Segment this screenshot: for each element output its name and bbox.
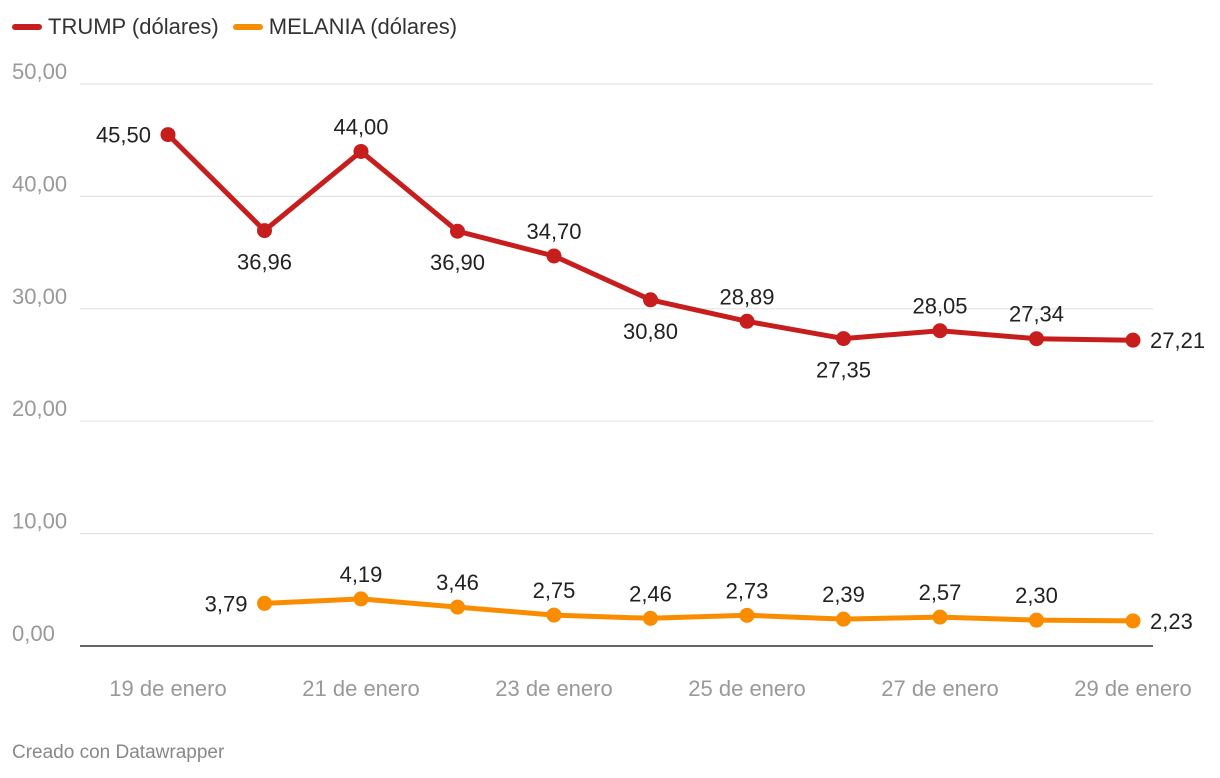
data-label: 30,80 [623,319,678,344]
legend-item-trump: TRUMP (dólares) [12,14,219,40]
x-tick-label: 23 de enero [495,676,612,701]
data-point [546,248,562,264]
data-point [1125,613,1141,629]
y-tick-label: 20,00 [12,396,67,421]
data-point [1125,332,1141,348]
y-tick-label: 50,00 [12,59,67,84]
data-point [450,223,465,239]
legend-item-melania: MELANIA (dólares) [232,14,458,40]
chart-legend: TRUMP (dólares) MELANIA (dólares) [12,14,471,40]
line-chart: 0,00 10,00 20,00 30,00 40,00 50,00 19 de ener… [12,59,1205,701]
y-tick-label: 40,00 [12,171,67,196]
x-axis-ticks: 19 de enero 21 de enero 23 de enero 25 de e… [109,676,1191,701]
data-point [257,595,272,611]
data-label: 34,70 [526,219,581,244]
x-tick-label: 19 de enero [109,676,226,701]
data-point [932,609,948,625]
data-point [739,607,755,623]
source-credit: Creado con Datawrapper [12,742,225,763]
y-tick-label: 30,00 [12,284,67,309]
data-point [160,127,176,143]
legend-label-trump: TRUMP (dólares) [48,14,219,39]
data-label: 27,21 [1150,328,1205,353]
series-points [160,127,1141,629]
x-tick-label: 21 de enero [302,676,419,701]
data-label: 27,34 [1009,302,1064,327]
series-lines [165,132,1136,624]
x-tick-label: 25 de enero [688,676,805,701]
data-label: 2,75 [533,578,576,603]
data-label: 27,35 [816,358,871,383]
legend-label-melania: MELANIA (dólares) [268,14,458,39]
data-label: 2,39 [822,582,865,607]
y-tick-label: 10,00 [12,509,67,534]
data-point [643,610,658,626]
data-labels: 45,50 36,96 44,00 36,90 34,70 30,80 28,89 27,35… [96,114,1205,633]
y-tick-label: 0,00 [12,621,55,646]
data-point [836,611,851,627]
data-label: 2,23 [1150,609,1193,634]
data-label: 36,90 [430,250,485,275]
data-label: 2,46 [629,581,672,606]
data-label: 3,46 [436,570,479,595]
series-line-1 [262,596,1136,624]
data-label: 2,30 [1015,583,1058,608]
data-point [546,607,562,623]
data-label: 36,96 [237,250,292,275]
data-point [932,323,948,339]
data-label: 45,50 [96,123,151,148]
data-point [643,292,658,308]
data-point [739,313,755,329]
data-label: 44,00 [333,114,388,139]
data-point [353,591,369,607]
data-label: 3,79 [205,591,248,616]
data-label: 28,89 [719,284,774,309]
data-point [836,331,851,347]
data-point [257,223,272,239]
y-axis-ticks: 0,00 10,00 20,00 30,00 40,00 50,00 [12,59,67,646]
legend-swatch-trump [12,24,42,30]
data-label: 2,57 [919,580,962,605]
x-tick-label: 27 de enero [881,676,998,701]
data-point [1029,612,1044,628]
data-label: 4,19 [340,562,383,587]
legend-swatch-melania [232,24,263,30]
data-label: 28,05 [912,294,967,319]
data-point [353,143,369,159]
data-label: 2,73 [726,578,769,603]
data-point [1029,331,1044,347]
x-tick-label: 29 de enero [1074,676,1191,701]
data-point [450,599,465,615]
grid-lines [80,83,1153,647]
